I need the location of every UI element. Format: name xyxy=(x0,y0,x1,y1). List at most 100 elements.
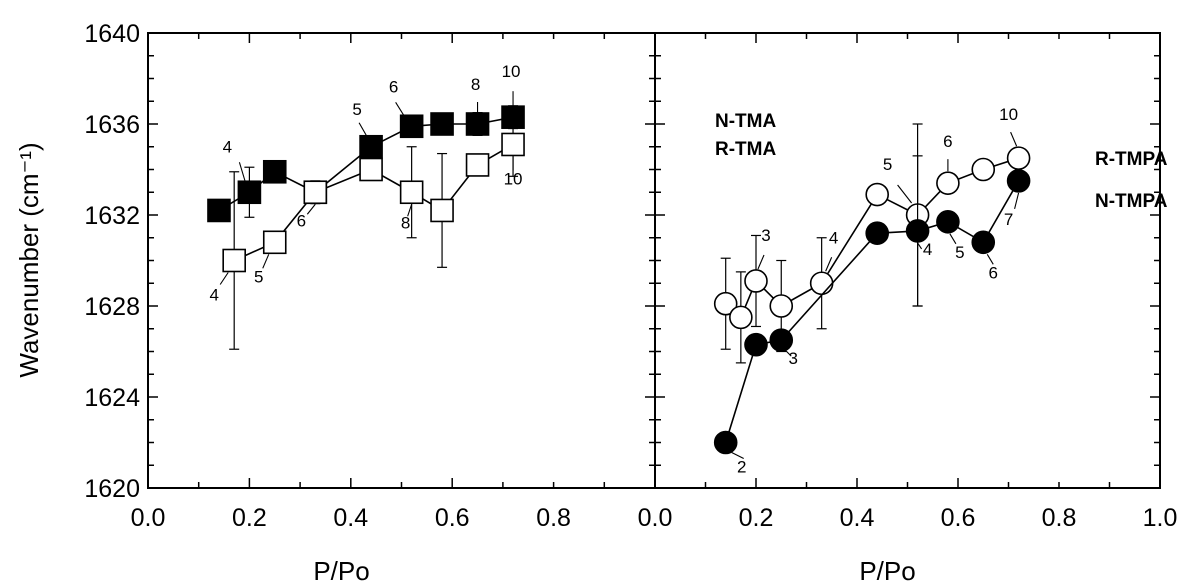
data-point xyxy=(971,157,996,182)
point-label: 7 xyxy=(1004,210,1013,229)
data-point xyxy=(1006,146,1031,170)
point-label-leader xyxy=(395,101,407,119)
point-label: 6 xyxy=(989,263,998,282)
point-label-leader xyxy=(757,254,765,270)
point-label-leader xyxy=(306,203,316,215)
point-label: 6 xyxy=(389,77,398,96)
data-point xyxy=(359,157,383,182)
point-label-leader xyxy=(825,257,833,272)
data-point xyxy=(971,230,996,255)
series-label: R-TMPA xyxy=(1095,149,1168,170)
x-tick-label: 0.6 xyxy=(941,504,976,532)
data-point xyxy=(809,271,834,296)
x-tick-label: 0.0 xyxy=(638,504,673,532)
x-axis-title: P/Po xyxy=(859,556,915,585)
point-label: 10 xyxy=(504,169,523,188)
x-tick-label: 1.0 xyxy=(1143,504,1178,532)
point-label: 3 xyxy=(789,349,798,368)
data-point xyxy=(262,159,287,184)
point-label: 4 xyxy=(829,228,838,247)
x-tick-label: 0.6 xyxy=(435,504,470,532)
point-label-leader xyxy=(986,254,994,265)
data-point xyxy=(207,198,231,223)
x-tick-label: 0.4 xyxy=(333,504,368,532)
point-label: 5 xyxy=(883,155,892,174)
right-panel: 0.0 0.2 0.4 0.6 0.8 1.0 P/Po 3 4 5 6 10 R-TMPA 2 3 4 5 6 7… xyxy=(638,32,1178,585)
left-panel: 0.0 0.2 0.4 0.6 0.8 P/Po 1620 1624 1628 1632 1636 1… xyxy=(84,20,776,585)
y-tick-label: 1632 xyxy=(84,202,140,230)
y-tick-label: 1636 xyxy=(84,111,140,139)
point-label: 5 xyxy=(254,267,263,286)
data-point xyxy=(222,248,246,273)
plot-frame xyxy=(654,32,1161,489)
point-label-leader xyxy=(358,122,368,138)
data-point xyxy=(769,294,794,318)
point-label-leader xyxy=(219,272,229,285)
data-point xyxy=(501,132,525,157)
point-label: 3 xyxy=(761,226,770,245)
point-label: 4 xyxy=(923,240,932,259)
data-point xyxy=(936,171,960,195)
point-label-leader xyxy=(897,184,913,204)
data-point xyxy=(399,114,424,139)
point-label-leader xyxy=(949,233,957,245)
y-axis-title: Wavenumber (cm⁻¹) xyxy=(14,142,44,377)
data-point xyxy=(729,305,753,330)
data-point xyxy=(399,180,424,205)
series-label: N-TMPA xyxy=(1095,191,1168,212)
data-point xyxy=(465,153,490,177)
data-point xyxy=(430,198,454,223)
point-label-leader xyxy=(1010,131,1018,147)
data-point xyxy=(713,430,738,455)
point-label-leader xyxy=(784,349,792,357)
data-point xyxy=(303,180,328,205)
data-point xyxy=(713,291,738,316)
y-tick-label: 1628 xyxy=(84,293,140,321)
point-label: 5 xyxy=(352,100,361,119)
data-point xyxy=(262,230,287,255)
data-point xyxy=(465,112,490,136)
data-point xyxy=(865,182,890,207)
point-label-leader xyxy=(917,242,923,250)
point-label: 5 xyxy=(955,243,964,262)
x-tick-label: 0.2 xyxy=(739,504,774,532)
point-label: 4 xyxy=(223,137,232,156)
data-point xyxy=(1006,169,1031,193)
point-label: 10 xyxy=(502,62,521,81)
x-tick-label: 0.4 xyxy=(840,504,875,532)
point-label: 4 xyxy=(209,286,218,305)
series-line xyxy=(725,157,1019,319)
point-label-leader xyxy=(407,204,413,217)
series-label: R-TMA xyxy=(715,139,776,160)
data-point xyxy=(769,328,794,352)
point-label-leader xyxy=(731,452,744,459)
point-label: 8 xyxy=(471,75,480,94)
data-point xyxy=(744,332,768,357)
x-tick-label: 0.2 xyxy=(232,504,267,532)
series-line xyxy=(724,180,1020,443)
point-label: 6 xyxy=(297,211,306,230)
y-tick-label: 1620 xyxy=(84,475,140,503)
series-label: N-TMA xyxy=(715,111,776,132)
point-label-leader xyxy=(1014,192,1020,210)
x-axis-title: P/Po xyxy=(313,556,369,585)
point-label-leader xyxy=(238,162,246,183)
data-point xyxy=(744,269,768,293)
y-tick-label: 1640 xyxy=(84,20,140,48)
point-label: 8 xyxy=(401,213,410,232)
x-tick-label: 0.8 xyxy=(1042,504,1077,532)
data-point xyxy=(936,210,960,234)
data-point xyxy=(905,219,930,243)
data-point xyxy=(865,221,890,245)
point-label-leader xyxy=(262,254,270,269)
data-point xyxy=(237,180,262,205)
data-point xyxy=(359,134,383,159)
data-point xyxy=(430,112,454,136)
y-tick-label: 1624 xyxy=(84,384,140,412)
point-label: 10 xyxy=(999,105,1018,124)
x-tick-label: 0.0 xyxy=(131,504,166,532)
x-tick-label: 0.8 xyxy=(536,504,571,532)
point-label: 6 xyxy=(943,132,952,151)
point-label: 2 xyxy=(737,458,746,477)
